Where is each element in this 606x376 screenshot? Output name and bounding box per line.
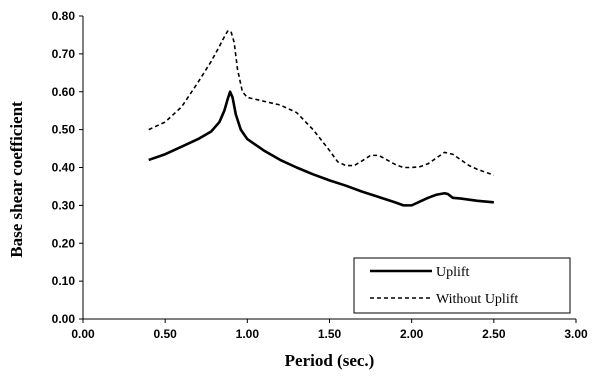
x-tick-label: 0.50	[153, 327, 177, 341]
y-tick-label: 0.30	[52, 198, 76, 212]
x-tick-labels: 0.00 0.50 1.00 1.50 2.00 2.50 3.00	[71, 327, 588, 341]
y-tick-label: 0.70	[52, 47, 76, 61]
y-tick-label: 0.10	[52, 274, 76, 288]
x-tick-label: 2.50	[482, 327, 506, 341]
legend-label-uplift: Uplift	[436, 265, 470, 280]
axes	[79, 15, 577, 323]
y-tick-label: 0.20	[52, 236, 76, 250]
y-tick-label: 0.50	[52, 123, 76, 137]
x-tick-label: 2.00	[400, 327, 424, 341]
series-layer	[148, 30, 495, 207]
x-tick-label: 1.00	[236, 327, 260, 341]
y-tick-labels: 0.00 0.10 0.20 0.30 0.40 0.50 0.60 0.70 0.80	[52, 9, 76, 326]
legend-label-without-uplift: Without Uplift	[436, 292, 518, 307]
x-tick-label: 1.50	[318, 327, 342, 341]
legend-box	[353, 257, 571, 314]
legend: Uplift Without Uplift	[353, 257, 571, 314]
y-axis-title: Base shear coefficient	[7, 101, 26, 258]
x-tick-label: 3.00	[564, 327, 588, 341]
y-tick-label: 0.80	[52, 9, 76, 23]
y-tick-label: 0.60	[52, 85, 76, 99]
x-axis-title: Period (sec.)	[285, 351, 375, 370]
series-line-without-uplift	[148, 30, 495, 176]
x-tick-label: 0.00	[71, 327, 95, 341]
y-tick-label: 0.40	[52, 161, 76, 175]
series-line-uplift	[148, 90, 494, 207]
y-tick-label: 0.00	[52, 312, 76, 326]
